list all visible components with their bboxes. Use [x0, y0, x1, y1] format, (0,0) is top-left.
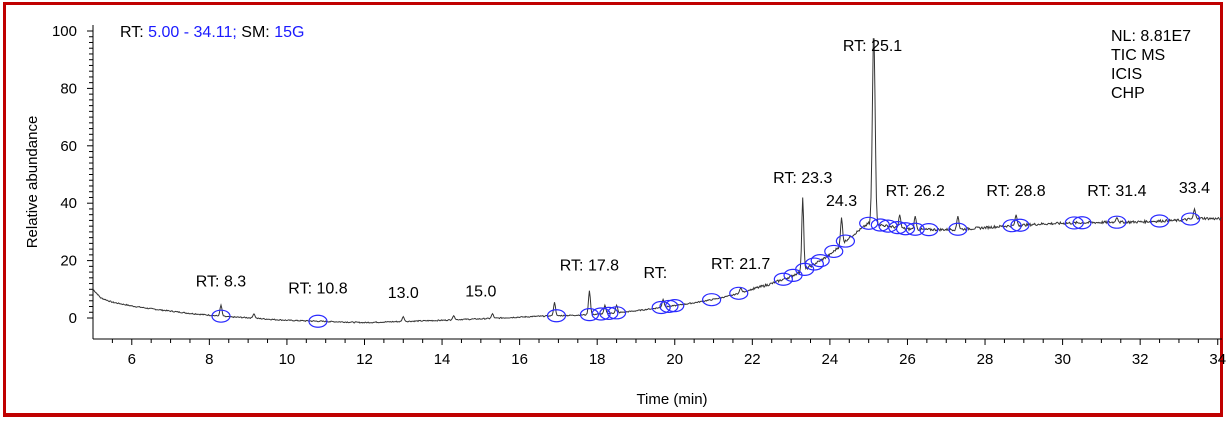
info-line-4: CHP — [1111, 85, 1145, 102]
peak-marker — [919, 223, 939, 237]
x-tick-label: 28 — [977, 351, 994, 368]
y-tick-label: 100 — [52, 23, 77, 40]
x-tick-label: 32 — [1132, 351, 1149, 368]
peak-label: RT: 8.3 — [196, 273, 247, 290]
x-tick-label: 8 — [205, 351, 213, 368]
x-tick-label: 22 — [744, 351, 761, 368]
sm-prefix: SM: — [241, 24, 270, 41]
peak-marker — [1064, 216, 1084, 230]
peak-marker — [1149, 214, 1170, 228]
trace-layer — [92, 38, 1222, 324]
x-tick-label: 20 — [666, 351, 683, 368]
info-line-3: ICIS — [1111, 66, 1143, 83]
peak-label: 13.0 — [388, 285, 419, 302]
peak-label: RT: 26.2 — [886, 183, 945, 200]
peak-marker — [810, 254, 830, 268]
marker-layer — [211, 212, 1201, 328]
peak-marker — [211, 309, 231, 323]
peak-marker — [795, 262, 815, 276]
peak-marker — [651, 300, 671, 315]
x-tick-label: 12 — [356, 351, 373, 368]
y-tick-label: 60 — [60, 138, 77, 155]
peak-marker — [1107, 215, 1127, 229]
peak-marker — [1002, 219, 1022, 233]
peak-label: RT: 17.8 — [560, 258, 619, 275]
peak-marker — [308, 314, 328, 328]
y-tick-label: 80 — [60, 80, 77, 97]
nl-value: NL: 8.81E7 — [1111, 28, 1192, 45]
peak-marker — [948, 222, 968, 236]
y-tick-label: 40 — [60, 195, 77, 212]
rt-range: 5.00 - 34.11; — [148, 24, 237, 41]
x-tick-label: 34 — [1209, 351, 1226, 368]
peak-marker — [729, 286, 749, 300]
peak-label: 15.0 — [465, 283, 496, 300]
peak-marker — [1180, 212, 1201, 226]
peak-marker — [804, 257, 824, 271]
x-tick-label: 16 — [511, 351, 528, 368]
peak-marker — [599, 306, 619, 321]
tic-trace — [92, 38, 1222, 324]
peak-label: 24.3 — [826, 193, 857, 210]
rt-prefix: RT: — [120, 24, 144, 41]
peak-marker — [606, 306, 627, 320]
peak-marker — [773, 272, 793, 286]
y-axis-label: Relative abundance — [24, 116, 41, 249]
peak-marker — [835, 234, 856, 248]
peak-label: RT: 28.8 — [986, 183, 1045, 200]
axes: 0 20 40 60 80 100 6 8 10 12 14 16 18 20 22 24 26 28 30 32 34 — [52, 23, 1226, 368]
x-tick-label: 18 — [589, 351, 606, 368]
x-tick-label: 6 — [128, 351, 136, 368]
peak-marker — [824, 244, 844, 259]
peak-marker — [546, 309, 567, 323]
x-tick-label: 10 — [279, 351, 296, 368]
peak-marker — [702, 293, 722, 307]
info-block: NL: 8.81E7 TIC MS ICIS CHP — [1111, 27, 1191, 103]
peak-label: RT: 21.7 — [711, 256, 770, 273]
peak-label: RT: 23.3 — [773, 170, 832, 187]
peak-marker — [895, 222, 916, 236]
peak-marker — [859, 216, 879, 230]
chart-frame — [3, 2, 1223, 417]
x-tick-label: 24 — [822, 351, 839, 368]
x-tick-label: 26 — [899, 351, 916, 368]
peak-label: RT: 10.8 — [288, 281, 347, 298]
x-axis-label: Time (min) — [636, 391, 707, 408]
peak-marker — [905, 222, 925, 236]
peak-label: RT: — [644, 265, 668, 282]
peak-marker — [579, 308, 600, 322]
peak-label: 33.4 — [1179, 180, 1210, 197]
rt-header: RT: 5.00 - 34.11; SM: 15G — [120, 24, 304, 42]
info-line-2: TIC MS — [1111, 47, 1166, 64]
x-tick-label: 14 — [434, 351, 451, 368]
peak-label-layer: RT: 8.3 RT: 10.8 13.0 15.0 RT: 17.8 RT: RT: 21… — [196, 38, 1210, 302]
sm-value: 15G — [274, 24, 305, 41]
y-tick-label: 0 — [69, 310, 77, 327]
peak-label: RT: 25.1 — [843, 38, 902, 55]
y-tick-label: 20 — [60, 253, 77, 270]
peak-marker — [591, 307, 611, 321]
peak-marker — [1010, 218, 1030, 232]
peak-marker — [665, 299, 685, 313]
peak-label: RT: 31.4 — [1087, 183, 1146, 200]
x-tick-label: 30 — [1054, 351, 1071, 368]
peak-marker — [1072, 216, 1092, 230]
